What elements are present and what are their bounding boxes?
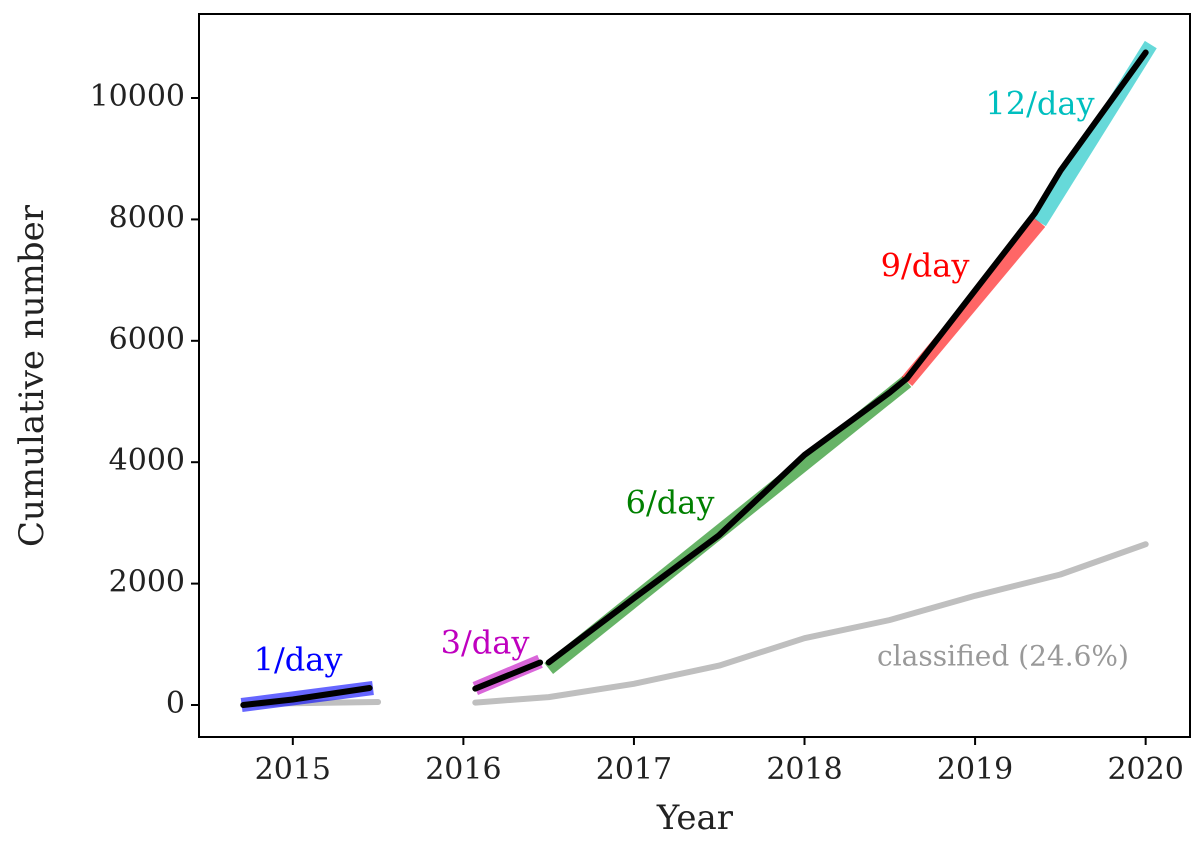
plot-frame: [198, 13, 1191, 738]
y-tick-label: 8000: [109, 200, 185, 235]
y-tick-label: 2000: [109, 565, 185, 600]
series-label: 12/day: [985, 85, 1094, 123]
x-tick-label: 2020: [1107, 752, 1183, 787]
y-tick-label: 4000: [109, 443, 185, 478]
x-tick-label: 2015: [255, 752, 331, 787]
series-label: 6/day: [626, 484, 715, 522]
x-tick-label: 2019: [937, 752, 1013, 787]
x-tick-label: 2018: [766, 752, 842, 787]
y-tick-label: 0: [166, 686, 185, 721]
series-label: 1/day: [254, 641, 343, 679]
series-label: classified (24.6%): [877, 640, 1129, 673]
x-tick-label: 2017: [596, 752, 672, 787]
series-label: 3/day: [441, 624, 530, 662]
x-axis-label: Year: [656, 798, 734, 838]
y-tick-label: 6000: [109, 322, 185, 357]
series-label: 9/day: [881, 247, 970, 285]
x-tick-label: 2016: [425, 752, 501, 787]
data-line: [240, 49, 1149, 708]
y-tick-label: 10000: [90, 79, 185, 114]
fit-line: [901, 217, 1046, 386]
data-line: [255, 541, 1149, 707]
y-axis-label: Cumulative number: [12, 204, 52, 547]
